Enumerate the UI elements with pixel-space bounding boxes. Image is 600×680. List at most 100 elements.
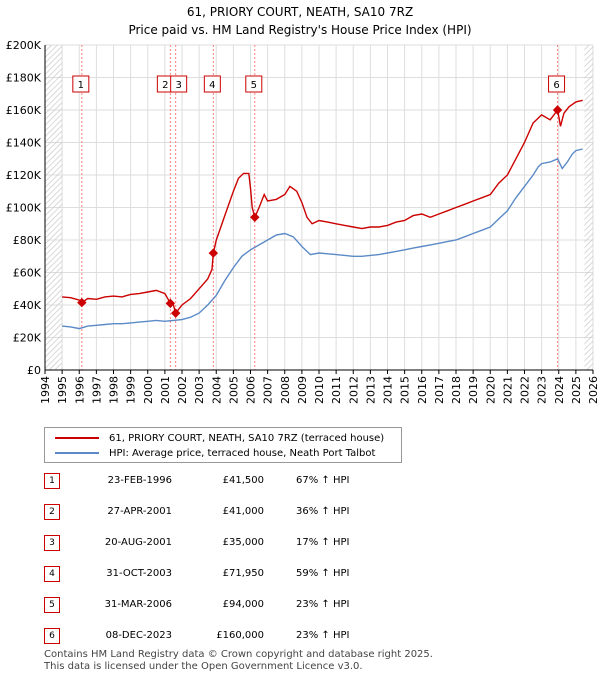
x-tick-label: 2005 [227, 376, 240, 404]
hpi-line [62, 148, 583, 330]
sale-hpi-delta: 59% ↑ HPI [296, 568, 350, 579]
sale-label-box [548, 75, 566, 93]
x-tick-label: 1994 [39, 376, 52, 404]
sale-label-3: 3 [170, 75, 188, 93]
sale-price: £35,000 [222, 537, 264, 548]
hatch-after [584, 45, 593, 370]
y-tick-label: £180K [6, 72, 42, 85]
x-tick-label: 1998 [108, 376, 121, 404]
sale-hpi-delta: 23% ↑ HPI [296, 599, 350, 610]
sale-marker-4 [208, 248, 219, 258]
legend-label-hpi: HPI: Average price, terraced house, Neat… [109, 447, 376, 459]
sale-label-text: 3 [175, 80, 181, 91]
x-tick-label: 2012 [347, 376, 360, 404]
footer-copyright: Contains HM Land Registry data © Crown c… [44, 649, 433, 660]
sale-marker-6 [552, 105, 563, 115]
x-tick-label: 2021 [501, 376, 514, 404]
sale-number-badge: 2 [44, 504, 60, 520]
x-tick-label: 2013 [364, 376, 377, 404]
sale-label-text: 6 [553, 80, 559, 91]
sale-number-badge: 6 [44, 628, 60, 644]
sale-date: 27-APR-2001 [107, 506, 172, 517]
y-tick-label: £100K [6, 202, 42, 215]
sale-hpi-delta: 17% ↑ HPI [296, 537, 350, 548]
x-tick-label: 2010 [313, 376, 326, 404]
sale-label-6: 6 [548, 75, 566, 93]
legend-label-property: 61, PRIORY COURT, NEATH, SA10 7RZ (terra… [109, 432, 385, 444]
x-tick-label: 2020 [484, 376, 497, 404]
chart-title: 61, PRIORY COURT, NEATH, SA10 7RZ [187, 5, 413, 19]
sale-label-5: 5 [245, 75, 263, 93]
future-hatch [45, 45, 593, 370]
price-chart: 61, PRIORY COURT, NEATH, SA10 7RZ Price … [6, 5, 600, 404]
table-row: 2 27-APR-2001 £41,000 36% ↑ HPI [44, 502, 464, 522]
sale-hpi-delta: 36% ↑ HPI [296, 506, 350, 517]
sale-label-text: 1 [78, 80, 84, 91]
y-tick-label: £0 [27, 364, 41, 377]
table-row: 4 31-OCT-2003 £71,950 59% ↑ HPI [44, 564, 464, 584]
sale-number-badge: 5 [44, 597, 60, 613]
x-tick-label: 1999 [125, 376, 138, 404]
footer-license: This data is licensed under the Open Gov… [44, 661, 363, 672]
chart-subtitle: Price paid vs. HM Land Registry's House … [128, 23, 471, 37]
x-tick-label: 2018 [450, 376, 463, 404]
y-tick-label: £40K [13, 299, 42, 312]
table-row: 5 31-MAR-2006 £94,000 23% ↑ HPI [44, 595, 464, 615]
sale-label-text: 4 [209, 80, 215, 91]
x-tick-label: 2014 [382, 376, 395, 404]
sale-date: 20-AUG-2001 [104, 537, 172, 548]
sale-number-badge: 4 [44, 566, 60, 582]
sale-price: £94,000 [222, 599, 264, 610]
sale-label-box [245, 75, 263, 93]
x-tick-label: 2001 [159, 376, 172, 404]
legend: 61, PRIORY COURT, NEATH, SA10 7RZ (terra… [44, 427, 402, 463]
legend-swatch-property [55, 437, 99, 439]
y-tick-label: £60K [13, 267, 42, 280]
y-tick-label: £80K [13, 234, 42, 247]
x-tick-label: 2002 [176, 376, 189, 404]
legend-item-hpi: HPI: Average price, terraced house, Neat… [55, 446, 375, 460]
y-tick-label: £140K [6, 137, 42, 150]
sale-date: 08-DEC-2023 [105, 630, 172, 641]
footer: Contains HM Land Registry data © Crown c… [44, 649, 433, 673]
y-tick-label: £200K [6, 39, 42, 52]
sale-marker-5 [250, 212, 260, 222]
table-row: 1 23-FEB-1996 £41,500 67% ↑ HPI [44, 471, 464, 491]
hatch-before [45, 45, 63, 370]
sale-label-4: 4 [203, 75, 221, 93]
x-tick-label: 2008 [279, 376, 292, 404]
sale-marker-1 [77, 297, 87, 308]
x-tick-label: 2019 [467, 376, 480, 404]
x-tick-label: 2009 [296, 376, 309, 404]
sale-price: £41,000 [222, 506, 264, 517]
sale-price: £160,000 [216, 630, 264, 641]
x-tick-label: 2000 [142, 376, 155, 404]
sale-hpi-delta: 67% ↑ HPI [296, 475, 350, 486]
x-tick-label: 2017 [433, 376, 446, 404]
sale-label-box [72, 75, 90, 93]
axes: £0 £20K £40K £60K £80K £100K £120K £140K £160K £1… [6, 39, 600, 404]
x-tick-label: 2024 [553, 376, 566, 404]
legend-swatch-hpi [55, 452, 99, 454]
x-tick-label: 1997 [90, 376, 103, 404]
sale-markers [77, 105, 563, 318]
x-tick-label: 1996 [73, 376, 86, 404]
x-tick-label: 2011 [330, 376, 343, 404]
sale-date: 31-MAR-2006 [104, 599, 172, 610]
sale-price: £71,950 [222, 568, 264, 579]
sale-hpi-delta: 23% ↑ HPI [296, 630, 350, 641]
x-tick-label: 2023 [536, 376, 549, 404]
sale-label-box [203, 75, 221, 93]
sale-marker-3 [170, 308, 181, 318]
x-tick-label: 2022 [519, 376, 532, 404]
y-tick-label: £120K [6, 169, 42, 182]
legend-item-property: 61, PRIORY COURT, NEATH, SA10 7RZ (terra… [55, 431, 384, 445]
sale-marker-2 [165, 298, 176, 309]
sale-label-text: 2 [162, 80, 168, 91]
x-tick-label: 2016 [416, 376, 429, 404]
sale-label-box [170, 75, 188, 93]
x-tick-label: 2026 [587, 376, 600, 404]
x-tick-label: 2004 [210, 376, 223, 404]
sale-date: 23-FEB-1996 [107, 475, 172, 486]
